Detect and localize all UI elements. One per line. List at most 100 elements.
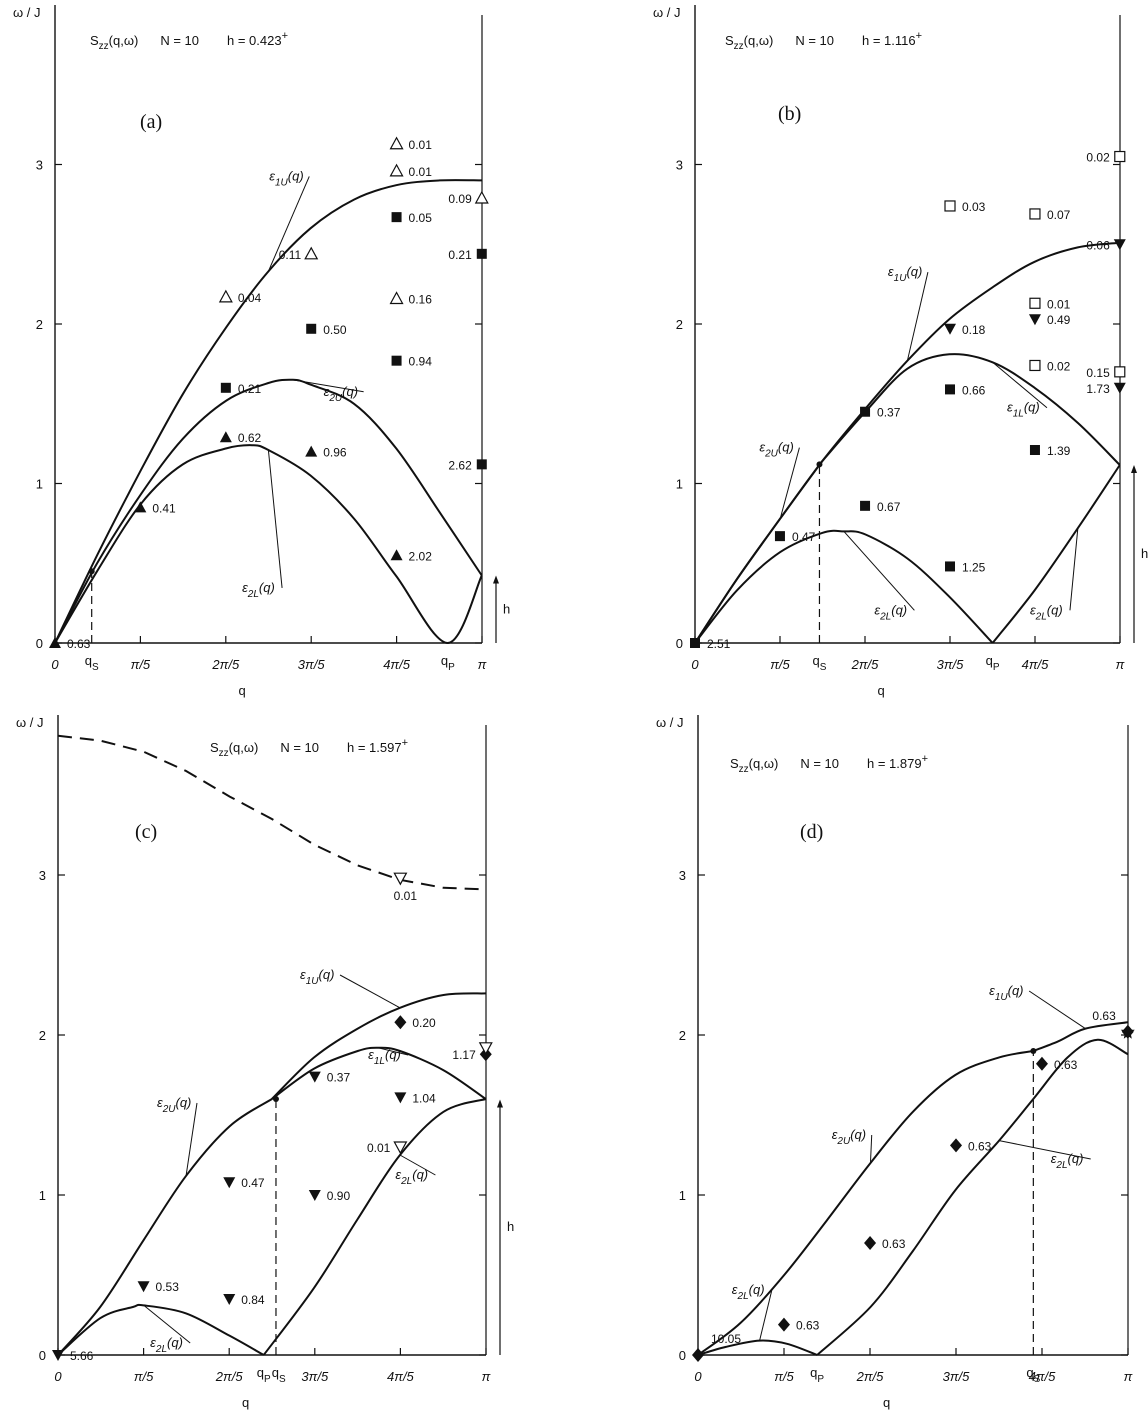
y-tick-label: 0 [676, 636, 683, 651]
dashed-upper-curve [57, 734, 486, 891]
data-point-triangle-open [304, 246, 319, 260]
data-point-label: 0.16 [409, 292, 433, 306]
data-point-label: 0.63 [1054, 1058, 1078, 1072]
data-point-label: 0.05 [409, 211, 433, 225]
data-point-square-open [1029, 297, 1041, 309]
x-tick-label: 4π/5 [387, 1369, 415, 1384]
curve-label: ε1U(q) [269, 168, 303, 188]
special-tick-s: qS [272, 1365, 286, 1385]
data-point-dot [272, 1096, 279, 1102]
x-tick-label: π [482, 1369, 491, 1384]
y-tick-label: 0 [36, 636, 43, 651]
special-tick-s: qS [813, 653, 827, 673]
data-point-label: 0.47 [241, 1176, 265, 1190]
data-point-label: 1.17 [452, 1048, 476, 1062]
y-axis-label: ω / J [653, 5, 681, 20]
curve-label: ε2U(q) [832, 1127, 866, 1147]
curve-label: ε2U(q) [157, 1095, 191, 1115]
data-point-triangle-down-filled [223, 1294, 236, 1305]
data-point-label: 2.51 [707, 637, 731, 651]
y-tick-label: 2 [679, 1028, 686, 1043]
data-point-label: 0.63 [1092, 1009, 1116, 1023]
data-point-triangle-down-filled [394, 1092, 407, 1104]
data-point-triangle-down-open [478, 1042, 493, 1056]
data-point-label: 1.25 [962, 560, 986, 574]
data-point-label: 0.94 [409, 355, 433, 369]
data-point-label: 1.39 [1047, 444, 1071, 458]
x-tick-label: 2π/5 [215, 1369, 244, 1384]
data-point-square-open [1114, 150, 1126, 163]
curve-label: ε2U(q) [324, 384, 358, 404]
y-tick-label: 1 [676, 477, 683, 492]
curve-leader [779, 447, 800, 519]
data-point-triangle-filled [134, 501, 147, 513]
data-point-label: 2.62 [448, 458, 472, 472]
h-arrow-label: h [503, 601, 510, 616]
x-tick-label: π [1124, 1369, 1133, 1384]
data-point-label: 0.47 [792, 530, 816, 544]
curve-eps-2u [694, 460, 824, 644]
y-tick-label: 0 [679, 1348, 686, 1363]
panel-label: (a) [140, 111, 162, 133]
curve-eps-2l [816, 1038, 1129, 1356]
panel-label: (b) [778, 103, 801, 125]
data-point-triangle-down-filled [308, 1071, 321, 1083]
data-point-label: 0.06 [1086, 238, 1110, 252]
y-tick-label: 2 [676, 317, 683, 332]
data-point-triangle-down-filled [223, 1177, 236, 1189]
y-tick-label: 0 [39, 1348, 46, 1363]
data-point-label: 2.02 [409, 549, 433, 563]
y-tick-label: 3 [39, 868, 46, 883]
x-tick-label: 3π/5 [937, 657, 965, 672]
h-arrow-label: h [1141, 546, 1148, 561]
data-point-square-filled [774, 531, 785, 542]
special-tick-p: qP [810, 1365, 824, 1385]
data-point-triangle-down-filled [308, 1190, 321, 1201]
data-point-label: 0.63 [796, 1319, 820, 1333]
data-point-triangle-down-open [393, 1141, 408, 1155]
x-tick-label: π [1116, 657, 1125, 672]
data-point-triangle-down-open [393, 872, 408, 886]
data-point-square-filled [860, 500, 871, 511]
data-point-label: 0.96 [323, 446, 347, 460]
x-tick-label: π/5 [134, 1369, 154, 1384]
y-axis-label: ω / J [656, 715, 684, 730]
x-tick-label: 0 [51, 657, 59, 672]
data-point-label: 0.18 [962, 323, 986, 337]
data-point-diamond-filled [950, 1138, 963, 1153]
x-tick-label: π/5 [131, 657, 151, 672]
data-point-triangle-open [474, 190, 489, 204]
data-point-label: 0.63 [67, 637, 91, 651]
data-point-label: 0.49 [1047, 313, 1071, 327]
panel-header: Szz(q,ω) N = 10 h = 1.879+ [730, 753, 928, 775]
data-point-square-open [1029, 359, 1041, 372]
panel-header: Szz(q,ω) N = 10 h = 1.597+ [210, 737, 408, 759]
curve-leader [292, 379, 364, 393]
y-tick-label: 1 [36, 477, 43, 492]
curve-label: ε2L(q) [1030, 602, 1063, 622]
x-axis-label: q [242, 1395, 249, 1410]
data-point-triangle-down-filled [1113, 239, 1126, 251]
curve-leader [143, 1305, 191, 1344]
data-point-triangle-open [218, 289, 233, 303]
data-point-label: 0.02 [1047, 359, 1071, 373]
special-tick-p: qP [986, 653, 1000, 673]
data-point-square-filled [1029, 445, 1040, 456]
data-point-square-filled [476, 248, 487, 259]
data-point-label: 0.01 [409, 165, 433, 179]
curve-leader [339, 974, 401, 1009]
data-point-label: 10.05 [711, 1332, 741, 1346]
data-point-label: 0.07 [1047, 208, 1071, 222]
curve-eps-2l [54, 444, 483, 645]
y-tick-label: 1 [39, 1188, 46, 1203]
curve-eps-2l [262, 1098, 487, 1356]
data-point-triangle-filled [219, 431, 232, 443]
panel-c: 0 1 2 3 ω / J 0 π/5 2π/5 3π/5 4π/5 π qqP qS Szz(q,ω) N… [16, 715, 514, 1410]
curve-leader [399, 1154, 436, 1176]
data-point-diamond-filled [864, 1236, 877, 1250]
data-point-label: 0.41 [152, 501, 176, 515]
curve-label: ε2L(q) [150, 1335, 183, 1355]
curve-leader [1069, 528, 1079, 611]
curve-label: ε2L(q) [1051, 1151, 1084, 1171]
data-point-label: 0.04 [238, 291, 262, 305]
